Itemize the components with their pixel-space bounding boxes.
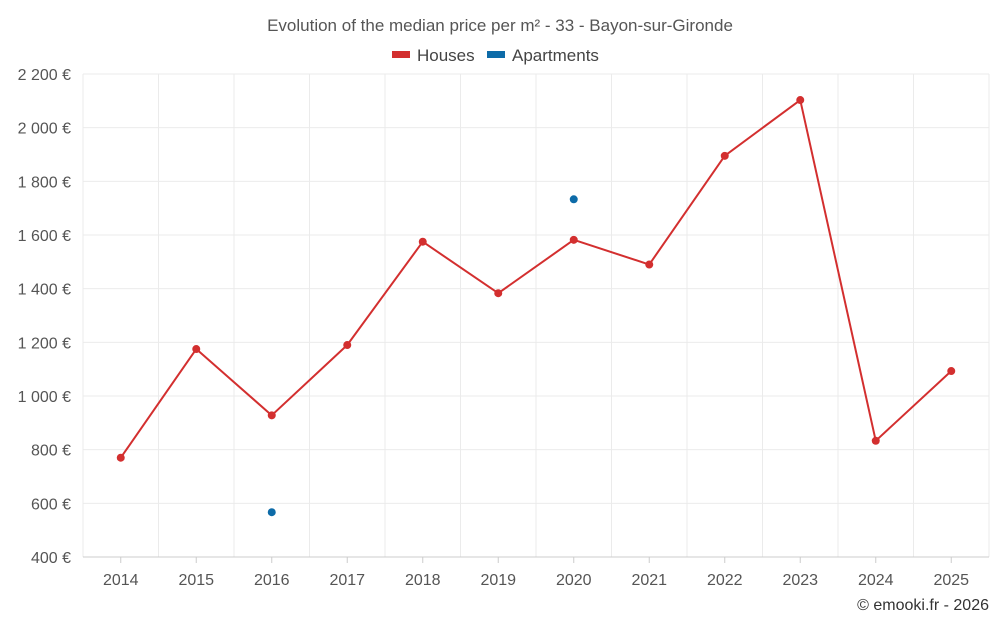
x-tick-label: 2019 <box>480 572 516 589</box>
y-tick-label: 1 800 € <box>18 174 71 191</box>
x-tick-label: 2022 <box>707 572 743 589</box>
data-point-houses[interactable] <box>267 411 276 420</box>
x-tick-label: 2020 <box>556 572 592 589</box>
data-point-houses[interactable] <box>947 367 956 376</box>
legend-swatch-apartments <box>487 51 505 58</box>
x-tick-label: 2024 <box>858 572 894 589</box>
x-tick-label: 2018 <box>405 572 441 589</box>
data-point-houses[interactable] <box>645 260 654 269</box>
x-tick-label: 2021 <box>631 572 667 589</box>
x-tick-label: 2023 <box>782 572 818 589</box>
legend: Houses Apartments <box>392 46 599 65</box>
x-axis-ticks: 2014 2015 2016 2017 2018 2019 2020 2021 2022 2023… <box>103 572 969 589</box>
x-tick-label: 2015 <box>178 572 214 589</box>
data-point-houses[interactable] <box>720 151 729 160</box>
y-tick-label: 600 € <box>31 496 71 513</box>
legend-item-houses[interactable]: Houses <box>392 46 475 65</box>
x-tick-label: 2017 <box>329 572 365 589</box>
x-tick-label: 2016 <box>254 572 290 589</box>
y-tick-label: 1 200 € <box>18 335 71 352</box>
legend-swatch-houses <box>392 51 410 58</box>
axes <box>83 556 989 563</box>
x-tick-label: 2014 <box>103 572 139 589</box>
y-tick-label: 1 000 € <box>18 389 71 406</box>
data-point-houses[interactable] <box>796 96 805 105</box>
y-tick-label: 1 600 € <box>18 228 71 245</box>
data-point-houses[interactable] <box>116 453 125 462</box>
legend-label-apartments: Apartments <box>512 46 599 65</box>
y-axis-ticks: 400 € 600 € 800 € 1 000 € 1 200 € 1 400 € 1 60… <box>18 67 71 567</box>
data-point-apartments[interactable] <box>569 195 578 204</box>
data-point-houses[interactable] <box>192 345 201 354</box>
gridlines <box>82 73 990 557</box>
x-tick-label: 2025 <box>933 572 969 589</box>
legend-item-apartments[interactable]: Apartments <box>487 46 599 65</box>
y-tick-label: 800 € <box>31 443 71 460</box>
y-tick-label: 2 000 € <box>18 121 71 138</box>
legend-label-houses: Houses <box>417 46 475 65</box>
data-point-houses[interactable] <box>418 237 427 246</box>
data-point-houses[interactable] <box>343 341 352 350</box>
series <box>116 96 956 517</box>
y-tick-label: 2 200 € <box>18 67 71 84</box>
data-point-houses[interactable] <box>494 289 503 298</box>
data-point-apartments[interactable] <box>267 508 276 517</box>
y-tick-label: 1 400 € <box>18 282 71 299</box>
y-tick-label: 400 € <box>31 550 71 567</box>
chart-title: Evolution of the median price per m² - 3… <box>267 16 733 35</box>
data-point-houses[interactable] <box>871 436 880 445</box>
series-line-houses <box>119 99 952 459</box>
chart-credit: © emooki.fr - 2026 <box>857 597 989 614</box>
data-point-houses[interactable] <box>569 235 578 244</box>
